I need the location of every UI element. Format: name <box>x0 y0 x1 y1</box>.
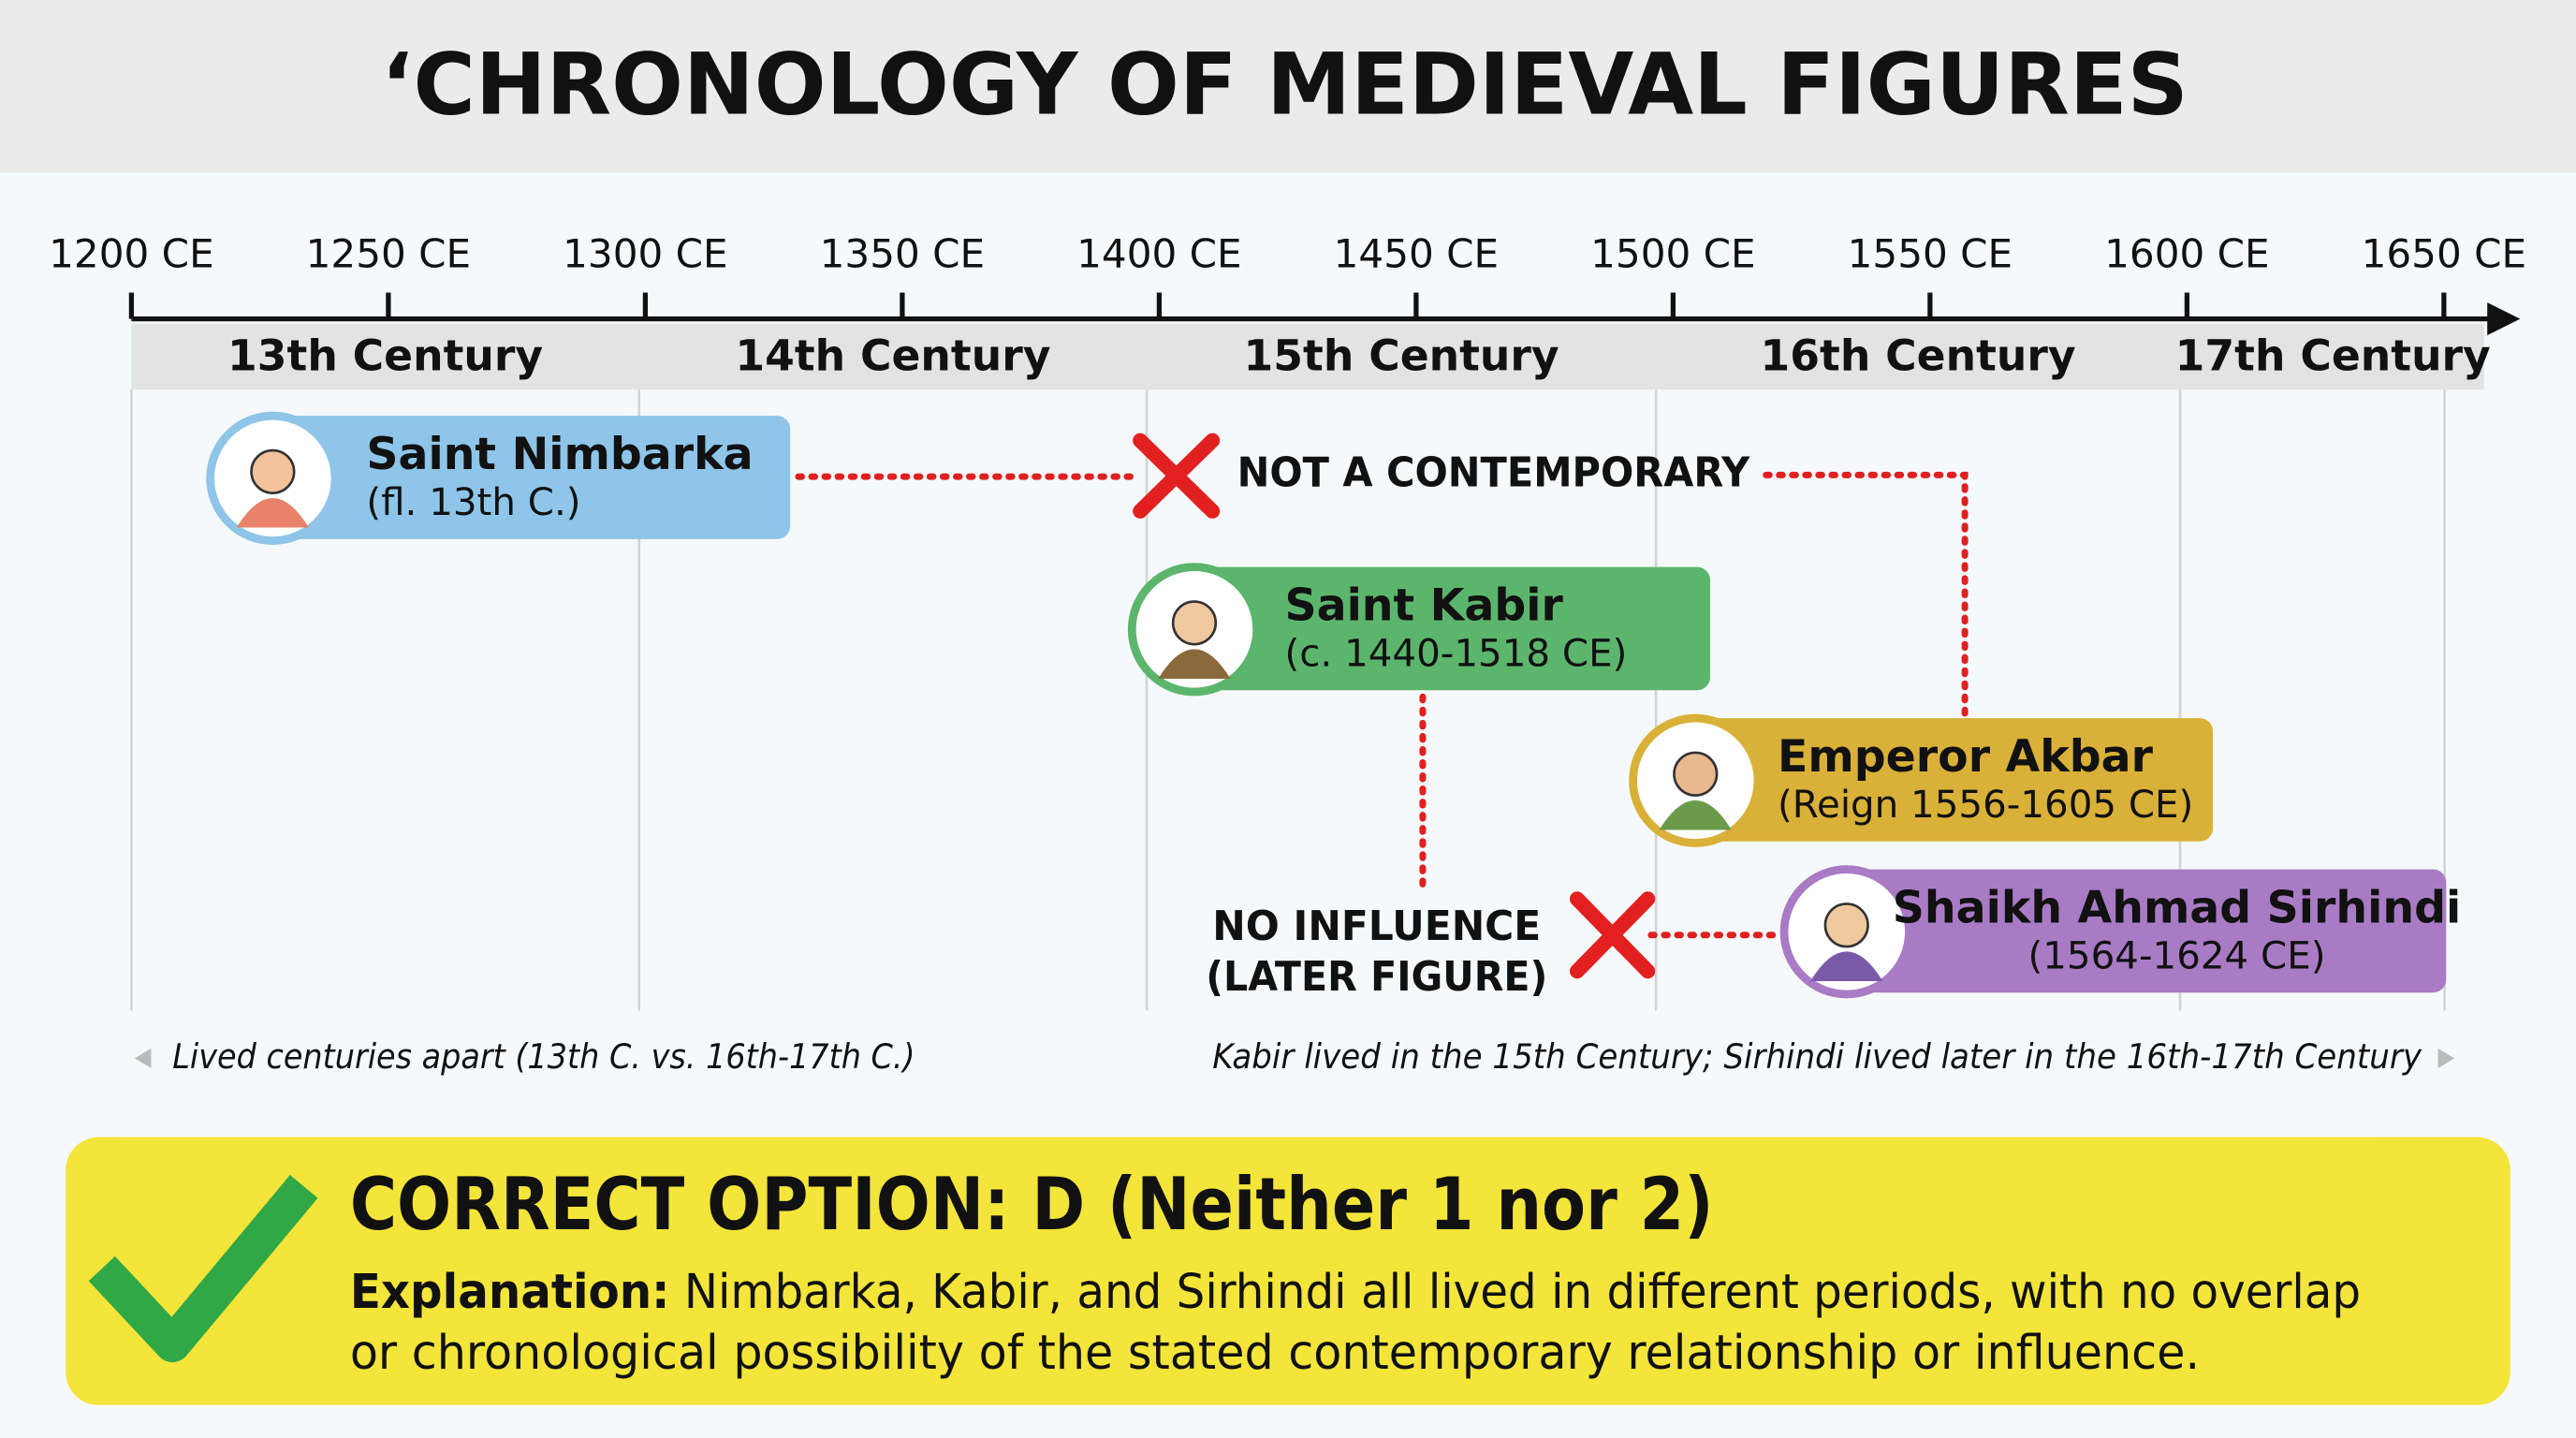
figure-box <box>1182 566 1711 691</box>
title: ‘CHRONOLOGY OF MEDIEVAL FIGURES <box>381 35 2188 135</box>
annotation: NO INFLUENCE <box>1212 902 1541 950</box>
figure-name: Shaikh Ahmad Sirhindi <box>1893 882 2461 933</box>
tick-label: 1400 CE <box>1076 230 1242 276</box>
figure-box <box>1839 869 2447 993</box>
figure-dates: (c. 1440-1518 CE) <box>1284 631 1627 675</box>
figure-icon <box>236 497 309 528</box>
figure-box <box>246 416 791 539</box>
figure-icon <box>250 448 296 494</box>
figure-name: Emperor Akbar <box>1778 731 2154 783</box>
connector <box>1763 471 1969 717</box>
figure-box <box>1691 718 2214 842</box>
annotation: NOT A CONTEMPORARY <box>1237 448 1751 496</box>
tick-label: 1500 CE <box>1590 230 1756 276</box>
explanation-line: Nimbarka, Kabir, and Sirhindi all lived … <box>684 1265 2361 1320</box>
figure-dates: (fl. 13th C.) <box>366 480 580 524</box>
note: Kabir lived in the 15th Century; Sirhind… <box>1212 1036 2422 1077</box>
answer-box <box>66 1137 2510 1405</box>
figure-dates: (1564-1624 CE) <box>2028 933 2326 977</box>
note-arrow <box>134 1048 152 1068</box>
tick-label: 1650 CE <box>2362 230 2527 276</box>
figure-icon <box>1171 600 1218 646</box>
figures: Saint Nimbarka(fl. 13th C.) Saint Kabir(c… <box>206 411 2461 999</box>
century-label: 13th Century <box>227 330 543 380</box>
figure-icon <box>1810 951 1883 981</box>
figure-name: Saint Nimbarka <box>366 429 753 480</box>
tick-label: 1250 CE <box>306 230 472 276</box>
figure-icon <box>1158 649 1231 679</box>
figure-icon <box>1823 902 1869 948</box>
header-band <box>0 0 2576 173</box>
figure-icon <box>1673 751 1719 797</box>
answer-heading: CORRECT OPTION: D (Neither 1 nor 2) <box>350 1163 1714 1247</box>
cross-icon <box>1133 433 1221 519</box>
note: Lived centuries apart (13th C. vs. 16th-… <box>172 1036 915 1077</box>
figure-name: Saint Kabir <box>1284 580 1563 632</box>
cross-icon <box>1570 891 1656 979</box>
axis-arrow <box>2487 302 2521 336</box>
century-label: 16th Century <box>1761 330 2076 380</box>
explanation-label: Explanation: <box>350 1265 670 1320</box>
century-label: 15th Century <box>1244 330 1559 380</box>
annotation: (LATER FIGURE) <box>1206 953 1547 1001</box>
grid: 1200 CE 1250 CE 1300 CE 1350 CE 1400 CE 1450 … <box>49 230 2527 1011</box>
explanation: Explanation: Nimbarka, Kabir, and Sirhin… <box>350 1265 2361 1320</box>
century-band <box>131 323 2484 390</box>
tick-label: 1450 CE <box>1334 230 1500 276</box>
century-label: 14th Century <box>735 330 1050 380</box>
note-arrow <box>2437 1048 2455 1068</box>
figure-icon <box>1659 800 1732 830</box>
explanation-line: or chronological possibility of the stat… <box>350 1326 2200 1381</box>
tick-label: 1200 CE <box>49 230 214 276</box>
tick-label: 1600 CE <box>2104 230 2270 276</box>
tick-label: 1300 CE <box>563 230 728 276</box>
tick-label: 1350 CE <box>820 230 986 276</box>
check-icon <box>88 1174 318 1363</box>
figure-dates: (Reign 1556-1605 CE) <box>1778 783 2193 827</box>
century-label: 17th Century <box>2175 330 2491 380</box>
tick-label: 1550 CE <box>1848 230 2013 276</box>
